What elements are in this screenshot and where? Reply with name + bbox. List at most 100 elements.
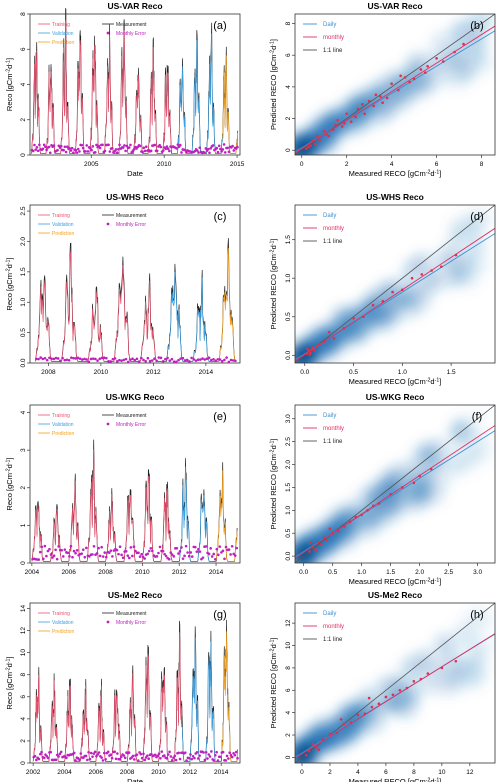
monthly-error-point bbox=[127, 556, 131, 560]
monthly-error-point bbox=[65, 145, 69, 149]
monthly-error-point bbox=[37, 558, 41, 561]
monthly-error-point bbox=[153, 143, 157, 147]
y-axis-label: Predicted RECO [gCm-2d-1] bbox=[269, 39, 278, 130]
monthly-error-point bbox=[226, 146, 230, 150]
monthly-error-point bbox=[172, 360, 176, 364]
label-part: -1 bbox=[435, 577, 440, 583]
monthly-error-point bbox=[85, 144, 89, 147]
legend-measurement: Measurement bbox=[116, 213, 147, 219]
y-tick-label: 1.5 bbox=[285, 483, 292, 492]
y-tick-label: 2 bbox=[20, 486, 27, 490]
label-part: -2 bbox=[426, 169, 431, 175]
legend-prediction: Prediction bbox=[52, 40, 74, 46]
y-tick-label: 1.5 bbox=[285, 235, 292, 244]
monthly-error-point bbox=[170, 553, 174, 556]
monthly-error-point bbox=[62, 148, 65, 152]
monthly-error-point bbox=[199, 358, 202, 361]
y-tick-label: 8 bbox=[285, 21, 292, 25]
monthly-error-point bbox=[43, 356, 47, 360]
monthly-error-point bbox=[59, 750, 63, 754]
monthly-error-point bbox=[138, 144, 142, 148]
monthly-error-point bbox=[49, 750, 53, 754]
monthly-error-point bbox=[72, 751, 76, 755]
monthly-error-point bbox=[70, 356, 73, 359]
monthly-error-point bbox=[91, 357, 95, 360]
monthly-error-point bbox=[109, 753, 113, 756]
y-tick-label: 0.5 bbox=[20, 328, 27, 337]
monthly-error-point bbox=[163, 754, 166, 757]
monthly-error-point bbox=[207, 753, 211, 756]
panel-label: (a) bbox=[213, 20, 226, 32]
monthly-error-point bbox=[64, 150, 68, 154]
label-part: Predicted RECO [gCm bbox=[269, 454, 278, 529]
label-part: -1 bbox=[435, 377, 440, 383]
monthly-error-point bbox=[104, 758, 107, 761]
monthly-point bbox=[328, 527, 332, 530]
label-part: -2 bbox=[426, 377, 431, 383]
monthly-error-point bbox=[190, 757, 194, 761]
monthly-error-point bbox=[175, 547, 179, 550]
monthly-error-point bbox=[127, 146, 131, 149]
monthly-error-point bbox=[101, 759, 105, 762]
legend-monthly: monthly bbox=[323, 35, 344, 41]
monthly-error-point bbox=[85, 358, 88, 361]
monthly-error-point bbox=[89, 146, 92, 150]
monthly-error-point bbox=[111, 357, 115, 361]
prediction-line bbox=[222, 55, 239, 155]
x-tick-label: 2014 bbox=[199, 369, 214, 376]
y-tick-label: 0.5 bbox=[285, 528, 292, 537]
monthly-error-point bbox=[131, 754, 135, 758]
monthly-error-point bbox=[43, 544, 47, 548]
monthly-error-point bbox=[56, 148, 59, 152]
label-part: d bbox=[430, 377, 434, 386]
prediction-line bbox=[221, 631, 238, 762]
monthly-error-point bbox=[109, 360, 112, 363]
legend-prediction: Prediction bbox=[52, 431, 74, 437]
monthly-error-point bbox=[208, 151, 211, 155]
monthly-error-point bbox=[178, 757, 182, 761]
chart-h: US-Me2 Reco (h) Daily monthly 1:1 line 0 2 4 6 8 1… bbox=[269, 590, 496, 782]
monthly-error-point bbox=[61, 555, 65, 558]
legend-training: Training bbox=[52, 22, 70, 28]
monthly-error-point bbox=[108, 551, 111, 554]
monthly-error-point bbox=[204, 147, 208, 150]
monthly-error-point bbox=[124, 149, 127, 153]
monthly-point bbox=[342, 327, 346, 330]
monthly-error-point bbox=[86, 758, 89, 762]
monthly-error-point bbox=[38, 752, 42, 756]
y-tick-label: 3.0 bbox=[285, 414, 292, 423]
legend-one_to_one: 1:1 line bbox=[323, 48, 343, 54]
chart-title: US-WKG Reco bbox=[106, 392, 165, 402]
monthly-error-point bbox=[129, 358, 132, 361]
monthly-error-point bbox=[40, 750, 43, 754]
monthly-error-point bbox=[221, 549, 225, 553]
monthly-error-point bbox=[54, 548, 57, 552]
legend-validation: Validation bbox=[52, 31, 74, 37]
monthly-error-point bbox=[167, 557, 171, 561]
x-tick-label: 1.0 bbox=[398, 369, 407, 376]
monthly-error-point bbox=[85, 546, 88, 550]
monthly-error-point bbox=[142, 752, 145, 756]
monthly-error-point bbox=[223, 557, 226, 561]
label-part: ] bbox=[269, 438, 278, 440]
monthly-error-point bbox=[120, 359, 123, 362]
monthly-error-point bbox=[84, 754, 88, 758]
x-tick-label: 2002 bbox=[26, 769, 41, 776]
monthly-point bbox=[311, 139, 315, 143]
label-part: d bbox=[5, 264, 14, 268]
monthly-error-point bbox=[161, 549, 165, 553]
x-tick-label: 2015 bbox=[230, 161, 245, 168]
chart-title: US-Me2 Reco bbox=[108, 590, 162, 600]
legend-validation: Validation bbox=[52, 620, 74, 626]
monthly-point bbox=[322, 129, 326, 133]
label-part: d bbox=[269, 46, 278, 50]
y-tick-label: 4 bbox=[285, 710, 292, 714]
label-part: d bbox=[269, 245, 278, 249]
monthly-error-point bbox=[187, 554, 191, 558]
y-tick-label: 2 bbox=[285, 116, 292, 120]
monthly-error-point bbox=[183, 554, 186, 558]
monthly-error-point bbox=[230, 755, 234, 759]
label-part: -2 bbox=[5, 69, 11, 74]
monthly-error-point bbox=[110, 146, 114, 150]
monthly-error-point bbox=[39, 356, 42, 359]
